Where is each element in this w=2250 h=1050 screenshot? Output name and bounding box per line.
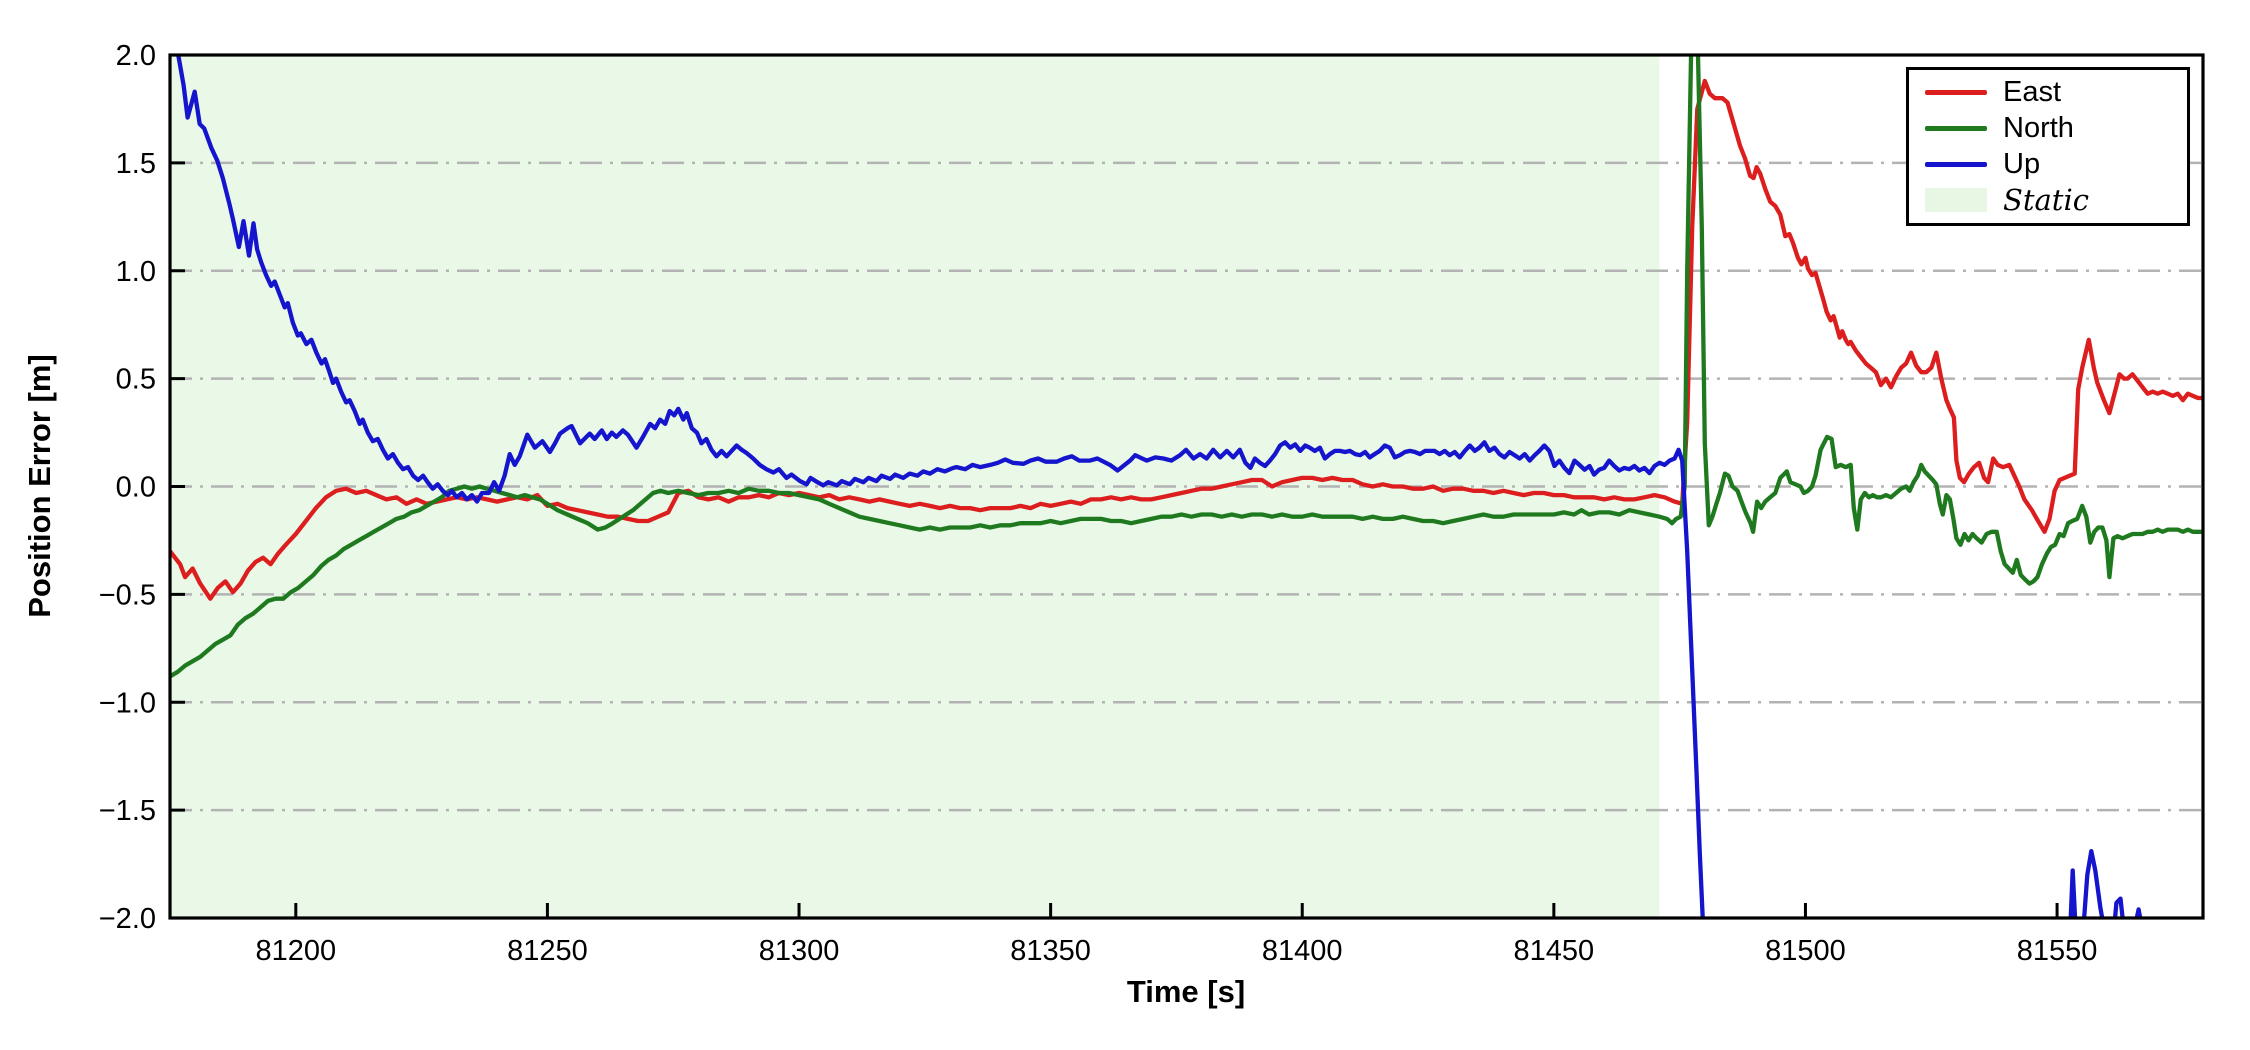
y-tick-label: 0.5 — [116, 364, 156, 396]
y-tick-label: 2.0 — [116, 40, 156, 72]
legend-item-north: North — [1925, 114, 2169, 144]
x-tick-label: 81400 — [1262, 935, 1343, 967]
north-line-swatch — [1925, 126, 1987, 132]
x-tick-label: 81250 — [507, 935, 588, 967]
y-tick-label: −2.0 — [99, 903, 156, 935]
y-tick-label: 0.0 — [116, 472, 156, 504]
east-line-swatch — [1925, 90, 1987, 96]
y-tick-label: −0.5 — [99, 579, 156, 611]
series-north-line — [170, 55, 2203, 679]
x-tick-label: 81500 — [1765, 935, 1846, 967]
static-patch-swatch — [1925, 188, 1987, 213]
legend-label-east: East — [2003, 76, 2062, 109]
y-tick-label: −1.5 — [99, 795, 156, 827]
y-tick-label: −1.0 — [99, 687, 156, 719]
legend-item-static: Static — [1925, 185, 2169, 215]
up-line-swatch — [1925, 161, 1987, 167]
y-axis-label: Position Error [m] — [22, 354, 57, 618]
x-tick-label: 81300 — [759, 935, 840, 967]
x-tick-label: 81450 — [1514, 935, 1595, 967]
series-east-line — [170, 78, 2203, 601]
x-tick-label: 81200 — [255, 935, 336, 967]
legend-label-static: Static — [2003, 182, 2089, 217]
legend-label-north: North — [2003, 112, 2074, 145]
x-tick-label: 81550 — [2017, 935, 2098, 967]
series-up-line — [176, 55, 2143, 918]
x-axis-label: Time [s] — [1126, 974, 1246, 1009]
legend-item-up: Up — [1925, 147, 2169, 180]
legend-item-east: East — [1925, 78, 2169, 108]
y-tick-label: 1.0 — [116, 256, 156, 288]
x-tick-label: 81350 — [1010, 935, 1091, 967]
y-tick-label: 1.5 — [116, 148, 156, 180]
legend: East North Up Static — [1906, 67, 2190, 226]
legend-label-up: Up — [2003, 147, 2041, 180]
